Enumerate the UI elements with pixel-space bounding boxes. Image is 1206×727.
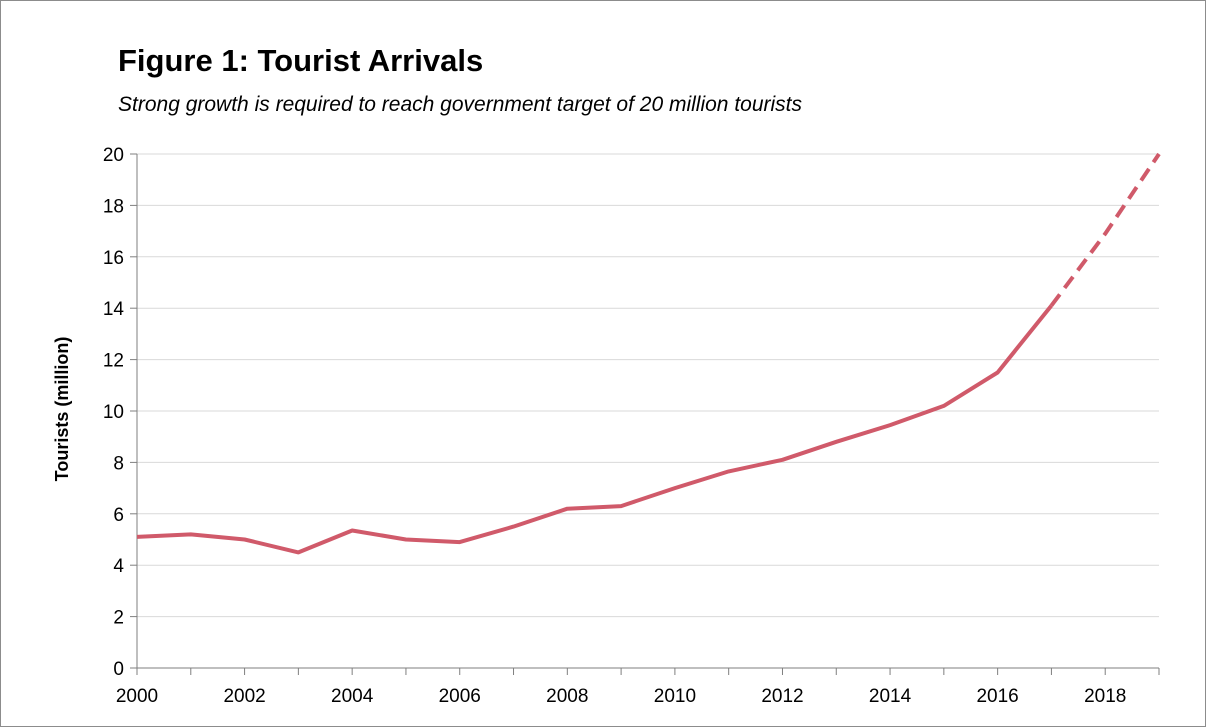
y-tick-label: 10 xyxy=(103,402,124,423)
x-tick-label: 2008 xyxy=(546,686,588,707)
y-tick-label: 6 xyxy=(113,505,124,526)
y-tick-label: 12 xyxy=(103,351,124,372)
x-tick-label: 2014 xyxy=(869,686,912,707)
y-tick-label: 8 xyxy=(113,453,124,474)
projection-series-line xyxy=(1049,152,1161,307)
chart-title: Figure 1: Tourist Arrivals xyxy=(118,43,484,78)
y-axis-label: Tourists (million) xyxy=(52,337,72,482)
x-tick-label: 2006 xyxy=(439,686,481,707)
x-tick-label: 2010 xyxy=(654,686,696,707)
x-tick-label: 2000 xyxy=(116,686,158,707)
x-tick-label: 2004 xyxy=(331,686,374,707)
y-tick-label: 14 xyxy=(103,299,125,320)
chart-subtitle: Strong growth is required to reach gover… xyxy=(118,93,803,116)
actual-series-line xyxy=(136,304,1053,555)
x-tick-label: 2016 xyxy=(976,686,1018,707)
y-tick-label: 18 xyxy=(103,196,124,217)
y-tick-label: 16 xyxy=(103,248,124,269)
y-tick-label: 4 xyxy=(113,556,124,577)
x-tick-label: 2018 xyxy=(1084,686,1126,707)
x-tick-label: 2002 xyxy=(223,686,265,707)
y-tick-label: 2 xyxy=(113,608,124,629)
x-tick-label: 2012 xyxy=(761,686,803,707)
y-tick-label: 20 xyxy=(103,145,124,166)
y-tick-label: 0 xyxy=(113,659,124,680)
